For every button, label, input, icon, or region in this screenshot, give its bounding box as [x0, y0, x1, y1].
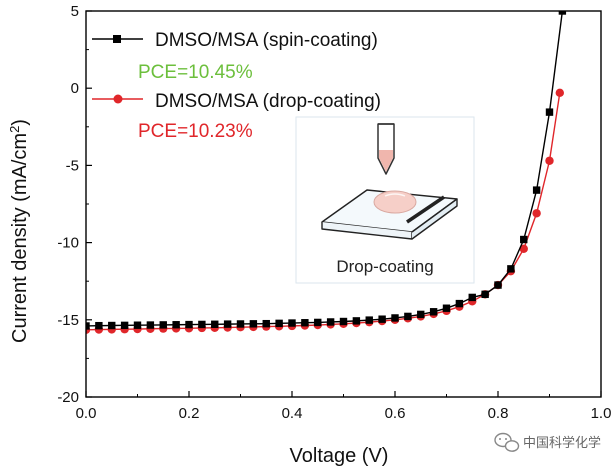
- data-point-drop: [532, 209, 541, 218]
- data-point-spin: [429, 308, 438, 316]
- data-point-spin: [120, 321, 129, 330]
- pce-label-drop: PCE=10.23%: [138, 121, 253, 142]
- data-point-spin: [146, 321, 155, 329]
- data-point-spin: [198, 320, 206, 329]
- x-tick-label: 1.0: [591, 405, 612, 422]
- data-point-spin: [507, 265, 515, 273]
- svg-text:Current density (mA/cm2): Current density (mA/cm2): [7, 119, 32, 343]
- legend-label-spin: DMSO/MSA (spin-coating): [155, 30, 378, 51]
- data-point-spin: [262, 319, 270, 328]
- data-point-spin: [223, 320, 232, 328]
- wechat-icon: [494, 432, 520, 452]
- data-point-spin: [532, 186, 541, 194]
- data-point-spin: [185, 320, 193, 329]
- data-point-spin: [159, 321, 167, 329]
- data-point-spin: [545, 108, 554, 116]
- data-point-spin: [378, 315, 386, 323]
- y-axis-title: Current density (mA/cm2): [7, 119, 32, 343]
- data-point-spin: [494, 281, 502, 289]
- y-tick-label: -5: [66, 157, 79, 174]
- x-axis-title: Voltage (V): [290, 445, 389, 467]
- data-point-spin: [417, 310, 425, 319]
- watermark: 中国科学化学: [494, 432, 601, 452]
- data-point-spin: [314, 318, 322, 327]
- legend-marker-spin: [113, 35, 121, 43]
- y-tick-label: 0: [71, 80, 79, 97]
- data-point-spin: [133, 321, 142, 329]
- data-point-spin: [365, 316, 373, 324]
- data-point-spin: [442, 304, 451, 312]
- y-axis-title-close: ): [9, 119, 31, 126]
- inset-illustration: Drop-coating: [295, 116, 475, 284]
- data-point-spin: [520, 235, 528, 244]
- pce-label-spin: PCE=10.45%: [138, 62, 253, 83]
- pipette-icon: [377, 123, 395, 175]
- data-point-drop: [545, 156, 554, 165]
- data-point-spin: [236, 320, 245, 328]
- x-tick-label: 0.2: [179, 405, 200, 422]
- data-point-spin: [339, 317, 348, 326]
- data-point-spin: [288, 319, 296, 327]
- curves-layer: [86, 11, 567, 335]
- y-tick-label: 5: [71, 3, 79, 20]
- data-point-spin: [352, 317, 361, 325]
- y-tick-label: -15: [57, 312, 79, 329]
- x-tick-label: 0.8: [488, 405, 509, 422]
- data-point-spin: [275, 319, 283, 328]
- x-tick-label: 0.0: [76, 405, 97, 422]
- legend-label-drop: DMSO/MSA (drop-coating): [155, 91, 381, 112]
- y-tick-label: -20: [57, 389, 79, 406]
- data-point-spin: [301, 319, 309, 327]
- substrate-icon: [321, 189, 458, 240]
- data-point-spin: [108, 321, 116, 330]
- data-point-spin: [211, 320, 219, 328]
- watermark-text: 中国科学化学: [523, 435, 601, 451]
- data-point-spin: [455, 299, 464, 308]
- data-point-spin: [326, 318, 335, 326]
- data-point-drop: [555, 88, 564, 98]
- data-point-spin: [404, 312, 412, 321]
- data-point-spin: [172, 321, 180, 329]
- x-tick-label: 0.4: [282, 405, 303, 422]
- y-axis-title-sup: 2: [7, 126, 22, 133]
- legend-marker-drop: [113, 94, 123, 104]
- data-point-spin: [468, 293, 476, 302]
- inset-label: Drop-coating: [336, 257, 433, 276]
- y-axis-title-main: Current density (mA/cm: [9, 133, 31, 343]
- data-point-spin: [95, 321, 103, 330]
- data-point-spin: [481, 290, 489, 299]
- legend: DMSO/MSA (spin-coating) PCE=10.45% DMSO/…: [92, 30, 381, 142]
- data-point-drop: [519, 244, 528, 253]
- data-point-spin: [558, 11, 567, 15]
- data-point-spin: [391, 314, 399, 322]
- x-tick-label: 0.6: [385, 405, 406, 422]
- y-tick-label: -10: [57, 235, 79, 252]
- data-point-spin: [249, 320, 258, 328]
- data-point-spin: [86, 322, 90, 330]
